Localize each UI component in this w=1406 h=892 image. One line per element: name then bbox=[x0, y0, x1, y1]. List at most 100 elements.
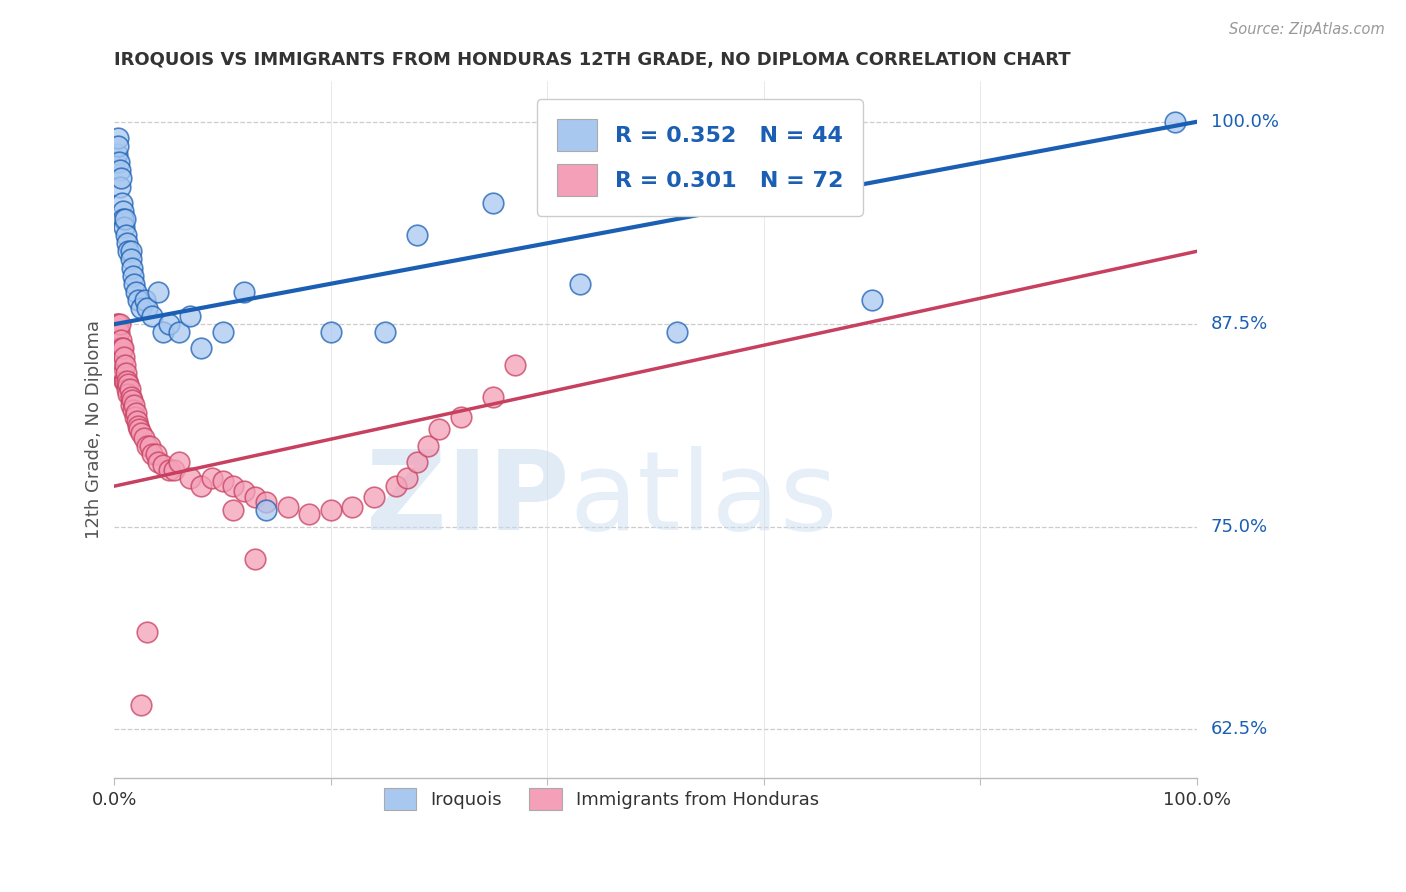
Point bbox=[112, 342, 135, 356]
Point bbox=[418, 439, 440, 453]
Point bbox=[427, 422, 450, 436]
Point bbox=[860, 293, 883, 307]
Point bbox=[104, 334, 127, 348]
Point bbox=[233, 483, 256, 498]
Point bbox=[107, 139, 129, 153]
Point bbox=[112, 366, 135, 380]
Point bbox=[169, 455, 191, 469]
Point bbox=[108, 163, 131, 178]
Point bbox=[298, 507, 321, 521]
Point bbox=[121, 393, 143, 408]
Point bbox=[114, 374, 136, 388]
Point bbox=[254, 495, 277, 509]
Point bbox=[125, 406, 148, 420]
Point bbox=[157, 317, 180, 331]
Point bbox=[131, 698, 153, 712]
Point bbox=[110, 350, 132, 364]
Point bbox=[115, 366, 138, 380]
Point bbox=[131, 425, 153, 440]
Point bbox=[319, 326, 342, 340]
Point bbox=[115, 228, 138, 243]
Point bbox=[146, 455, 169, 469]
Point bbox=[243, 552, 266, 566]
Point bbox=[135, 624, 157, 639]
Point bbox=[112, 350, 135, 364]
Point bbox=[201, 471, 224, 485]
Point bbox=[111, 358, 134, 372]
Point bbox=[482, 390, 505, 404]
Point bbox=[112, 374, 135, 388]
Point bbox=[107, 155, 129, 169]
Point bbox=[169, 326, 191, 340]
Point bbox=[222, 479, 245, 493]
Point bbox=[141, 309, 163, 323]
Point bbox=[127, 414, 149, 428]
Point bbox=[108, 342, 131, 356]
Point bbox=[277, 500, 299, 515]
Point bbox=[108, 317, 131, 331]
Point bbox=[117, 382, 139, 396]
Point bbox=[211, 475, 233, 489]
Point bbox=[127, 419, 149, 434]
Point bbox=[124, 409, 146, 424]
Point bbox=[503, 358, 526, 372]
Point bbox=[190, 479, 212, 493]
Text: Source: ZipAtlas.com: Source: ZipAtlas.com bbox=[1229, 22, 1385, 37]
Point bbox=[110, 171, 132, 186]
Point bbox=[450, 409, 472, 424]
Point bbox=[482, 195, 505, 210]
Point bbox=[145, 447, 167, 461]
Point bbox=[111, 195, 134, 210]
Point bbox=[131, 301, 153, 315]
Point bbox=[152, 326, 174, 340]
Point bbox=[163, 463, 186, 477]
Point bbox=[112, 211, 135, 226]
Point bbox=[406, 455, 429, 469]
Point bbox=[104, 155, 127, 169]
Point bbox=[120, 398, 142, 412]
Point bbox=[179, 309, 201, 323]
Point bbox=[139, 439, 162, 453]
Point bbox=[179, 471, 201, 485]
Point bbox=[105, 317, 128, 331]
Point bbox=[104, 326, 127, 340]
Legend: Iroquois, Immigrants from Honduras: Iroquois, Immigrants from Honduras bbox=[370, 773, 834, 824]
Point bbox=[112, 203, 135, 218]
Point bbox=[135, 301, 157, 315]
Point bbox=[363, 491, 385, 505]
Point bbox=[146, 285, 169, 299]
Point bbox=[211, 326, 233, 340]
Point bbox=[117, 374, 139, 388]
Point bbox=[111, 342, 134, 356]
Y-axis label: 12th Grade, No Diploma: 12th Grade, No Diploma bbox=[86, 320, 103, 539]
Point bbox=[117, 244, 139, 259]
Point bbox=[117, 236, 139, 251]
Point bbox=[254, 503, 277, 517]
Point bbox=[141, 447, 163, 461]
Text: ZIP: ZIP bbox=[366, 446, 569, 552]
Point bbox=[233, 285, 256, 299]
Text: 75.0%: 75.0% bbox=[1211, 517, 1268, 535]
Point bbox=[157, 463, 180, 477]
Point bbox=[107, 317, 129, 331]
Point bbox=[125, 285, 148, 299]
Point bbox=[107, 342, 129, 356]
Point bbox=[105, 326, 128, 340]
Point bbox=[122, 398, 145, 412]
Point bbox=[319, 503, 342, 517]
Text: 62.5%: 62.5% bbox=[1211, 720, 1268, 738]
Point bbox=[152, 458, 174, 472]
Text: IROQUOIS VS IMMIGRANTS FROM HONDURAS 12TH GRADE, NO DIPLOMA CORRELATION CHART: IROQUOIS VS IMMIGRANTS FROM HONDURAS 12T… bbox=[114, 51, 1071, 69]
Point bbox=[117, 387, 139, 401]
Text: 87.5%: 87.5% bbox=[1211, 315, 1268, 334]
Point bbox=[108, 179, 131, 194]
Point bbox=[112, 220, 135, 235]
Point bbox=[666, 326, 689, 340]
Point bbox=[114, 211, 136, 226]
Point bbox=[406, 228, 429, 243]
Point bbox=[374, 326, 396, 340]
Point bbox=[110, 334, 132, 348]
Point bbox=[121, 268, 143, 283]
Point bbox=[222, 503, 245, 517]
Point bbox=[395, 471, 418, 485]
